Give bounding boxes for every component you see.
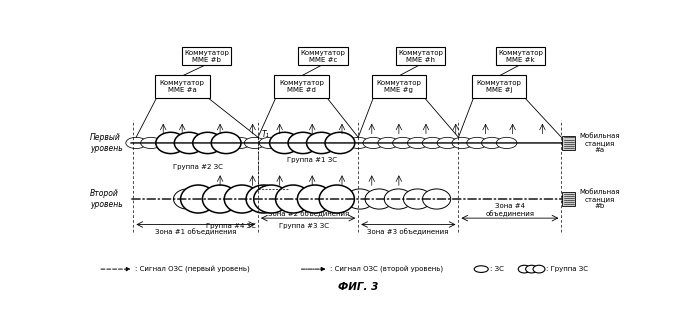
Ellipse shape [437, 137, 458, 149]
Ellipse shape [246, 185, 281, 213]
Ellipse shape [289, 189, 317, 209]
Ellipse shape [224, 185, 259, 213]
Text: Группа #2 ЗС: Группа #2 ЗС [173, 164, 224, 170]
FancyBboxPatch shape [472, 75, 526, 98]
Ellipse shape [288, 132, 318, 154]
Ellipse shape [408, 137, 428, 149]
FancyBboxPatch shape [274, 75, 329, 98]
Text: Группа #1 ЗС: Группа #1 ЗС [287, 157, 337, 163]
Text: Второй
уровень: Второй уровень [90, 189, 123, 209]
FancyBboxPatch shape [563, 192, 575, 206]
Ellipse shape [467, 137, 487, 149]
Ellipse shape [211, 132, 241, 154]
Text: Коммутатор
MME #h: Коммутатор MME #h [398, 50, 443, 63]
Text: ФИГ. 3: ФИГ. 3 [338, 282, 378, 292]
Text: Первый
уровень: Первый уровень [90, 133, 123, 153]
Ellipse shape [174, 132, 204, 154]
Text: Зона #2 объединения: Зона #2 объединения [268, 210, 349, 217]
Text: Зона #4
объединения: Зона #4 объединения [485, 203, 535, 217]
Ellipse shape [270, 132, 299, 154]
Ellipse shape [482, 137, 502, 149]
Ellipse shape [259, 137, 280, 149]
Text: : Группа ЗС: : Группа ЗС [546, 266, 589, 272]
FancyBboxPatch shape [496, 47, 545, 65]
Ellipse shape [200, 137, 220, 149]
Ellipse shape [269, 189, 298, 209]
Ellipse shape [518, 265, 530, 273]
Ellipse shape [245, 137, 265, 149]
Ellipse shape [193, 132, 222, 154]
Text: Коммутатор
MME #k: Коммутатор MME #k [498, 50, 543, 63]
Text: Группа #4 ЗС: Группа #4 ЗС [206, 223, 256, 229]
Ellipse shape [231, 189, 259, 209]
Ellipse shape [422, 137, 443, 149]
Ellipse shape [126, 137, 146, 149]
Ellipse shape [212, 189, 240, 209]
Ellipse shape [319, 185, 354, 213]
Text: : Сигнал ОЗС (первый уровень): : Сигнал ОЗС (первый уровень) [135, 265, 250, 273]
Ellipse shape [384, 189, 412, 209]
Ellipse shape [496, 137, 517, 149]
Ellipse shape [325, 132, 355, 154]
Ellipse shape [171, 137, 191, 149]
Ellipse shape [319, 137, 339, 149]
FancyBboxPatch shape [182, 47, 231, 65]
Ellipse shape [348, 137, 369, 149]
Ellipse shape [185, 137, 206, 149]
Ellipse shape [289, 137, 310, 149]
Ellipse shape [155, 137, 176, 149]
Ellipse shape [365, 189, 394, 209]
Ellipse shape [254, 185, 289, 213]
Ellipse shape [140, 137, 161, 149]
Text: T₂: T₂ [262, 186, 269, 195]
Ellipse shape [308, 189, 336, 209]
Ellipse shape [377, 137, 398, 149]
Ellipse shape [307, 132, 336, 154]
Ellipse shape [156, 132, 186, 154]
Text: Коммутатор
MME #a: Коммутатор MME #a [160, 80, 205, 93]
Ellipse shape [229, 137, 250, 149]
Ellipse shape [363, 137, 384, 149]
Ellipse shape [215, 137, 236, 149]
Text: Группа #3 ЗС: Группа #3 ЗС [279, 223, 329, 229]
Ellipse shape [203, 185, 238, 213]
Ellipse shape [526, 265, 538, 273]
Ellipse shape [173, 189, 202, 209]
Text: Зона #1 объединения: Зона #1 объединения [155, 228, 236, 235]
Text: Коммутатор
MME #d: Коммутатор MME #d [279, 80, 324, 93]
Text: Коммутатор
MME #c: Коммутатор MME #c [301, 50, 345, 63]
Text: T₁: T₁ [262, 130, 269, 139]
FancyBboxPatch shape [371, 75, 426, 98]
Ellipse shape [326, 189, 355, 209]
Ellipse shape [303, 137, 324, 149]
Ellipse shape [297, 185, 333, 213]
FancyBboxPatch shape [396, 47, 445, 65]
Ellipse shape [452, 137, 473, 149]
Text: Коммутатор
MME #b: Коммутатор MME #b [184, 50, 229, 63]
Ellipse shape [393, 137, 413, 149]
Text: Мобильная
станция
#a: Мобильная станция #a [579, 133, 620, 153]
Ellipse shape [275, 185, 311, 213]
Text: Коммутатор
MME #j: Коммутатор MME #j [477, 80, 521, 93]
Ellipse shape [346, 189, 374, 209]
Ellipse shape [193, 189, 221, 209]
Ellipse shape [180, 185, 216, 213]
FancyBboxPatch shape [563, 136, 575, 150]
Ellipse shape [274, 137, 295, 149]
Ellipse shape [333, 137, 354, 149]
Ellipse shape [403, 189, 431, 209]
Text: : ЗС: : ЗС [490, 266, 504, 272]
Text: Зона #3 объединения: Зона #3 объединения [368, 228, 449, 235]
FancyBboxPatch shape [154, 75, 210, 98]
Ellipse shape [533, 265, 545, 273]
Ellipse shape [250, 189, 278, 209]
Ellipse shape [422, 189, 451, 209]
Text: : Сигнал ОЗС (второй уровень): : Сигнал ОЗС (второй уровень) [330, 265, 443, 273]
FancyBboxPatch shape [298, 47, 347, 65]
Text: Мобильная
станция
#b: Мобильная станция #b [579, 189, 620, 209]
Text: Коммутатор
MME #g: Коммутатор MME #g [377, 80, 421, 93]
